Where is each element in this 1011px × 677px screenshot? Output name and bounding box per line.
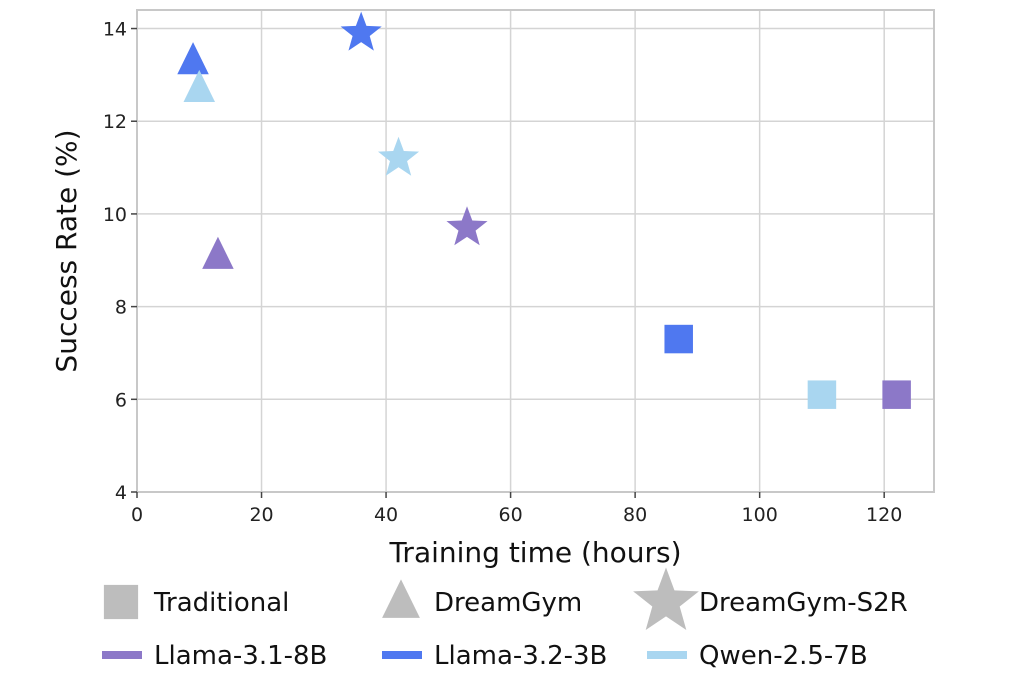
x-tick-label: 60 <box>499 504 523 526</box>
data-point-star <box>377 136 420 176</box>
x-axis-title: Training time (hours) <box>388 536 681 569</box>
data-point-square <box>807 380 837 409</box>
x-tick-label: 100 <box>742 504 778 526</box>
plot-frame <box>136 9 935 493</box>
y-axis-ticks: 4 6 8 10 12 14 <box>103 19 137 504</box>
data-point-square <box>882 380 911 409</box>
legend-label-method: Traditional <box>153 588 289 618</box>
legend-swatch-model <box>647 651 687 659</box>
data-points <box>177 11 911 409</box>
y-tick-label: 14 <box>103 19 127 41</box>
y-tick-label: 10 <box>103 204 127 226</box>
legend-marker-triangle <box>382 579 420 618</box>
data-point-star <box>446 206 488 246</box>
legend-marker-square <box>103 584 139 620</box>
data-point-triangle <box>177 42 209 75</box>
data-point-square <box>664 324 693 354</box>
data-point-triangle <box>183 69 216 103</box>
x-tick-label: 20 <box>249 504 273 526</box>
x-tick-label: 0 <box>131 504 143 526</box>
legend-label-model: Llama-3.2-3B <box>434 641 607 671</box>
y-tick-label: 4 <box>115 482 127 504</box>
data-point-triangle <box>202 236 234 269</box>
legend-label-model: Llama-3.1-8B <box>154 641 327 671</box>
grid-lines <box>136 10 934 493</box>
data-point-star <box>340 11 382 51</box>
x-tick-label: 120 <box>866 504 902 526</box>
y-tick-label: 6 <box>115 389 127 411</box>
legend-swatch-model <box>102 651 142 659</box>
y-tick-label: 8 <box>115 297 127 319</box>
x-axis-ticks: 0 20 40 60 80 100 120 <box>131 492 902 526</box>
legend-marker-star <box>633 567 699 630</box>
legend-label-method: DreamGym-S2R <box>699 588 908 618</box>
legend-swatch-model <box>382 651 422 659</box>
y-tick-label: 12 <box>103 111 127 133</box>
y-axis-title: Success Rate (%) <box>50 129 83 372</box>
legend-label-model: Qwen-2.5-7B <box>699 641 868 671</box>
x-tick-label: 40 <box>374 504 398 526</box>
x-tick-label: 80 <box>623 504 647 526</box>
legend-label-method: DreamGym <box>434 588 582 618</box>
legend: Traditional DreamGym DreamGym-S2R Llama-3.1… <box>102 567 908 671</box>
